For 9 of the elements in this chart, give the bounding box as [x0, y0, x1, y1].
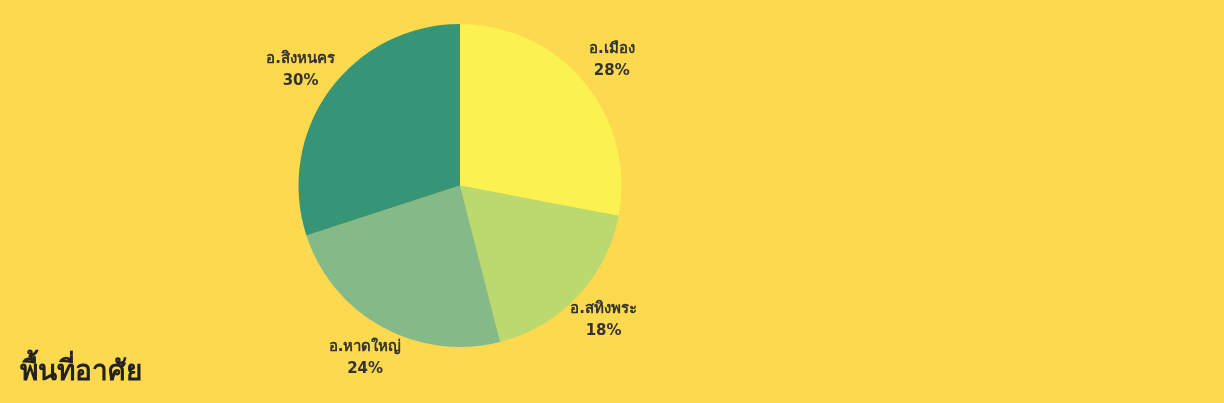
slice-label: อ.สทิงพระ	[570, 299, 637, 318]
data-label: 18%	[585, 321, 622, 340]
slice-label: อ.เมือง	[588, 38, 635, 57]
text: พื้นที่อาศัย	[20, 348, 142, 389]
slice-label: อ.สิงหนคร	[266, 48, 336, 67]
data-label: 24%	[347, 359, 384, 378]
data-label: 30%	[282, 70, 319, 89]
slice-label: อ.หาดใหญ่	[328, 337, 402, 356]
data-label: 28%	[593, 60, 630, 79]
